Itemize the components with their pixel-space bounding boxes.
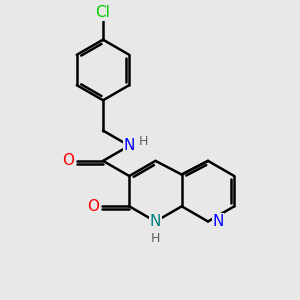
Text: H: H: [139, 135, 148, 148]
Text: O: O: [62, 153, 74, 168]
Text: N: N: [124, 138, 135, 153]
Text: O: O: [87, 199, 99, 214]
Text: H: H: [151, 232, 160, 244]
Text: Cl: Cl: [96, 5, 110, 20]
Text: N: N: [212, 214, 224, 229]
Text: N: N: [150, 214, 161, 229]
